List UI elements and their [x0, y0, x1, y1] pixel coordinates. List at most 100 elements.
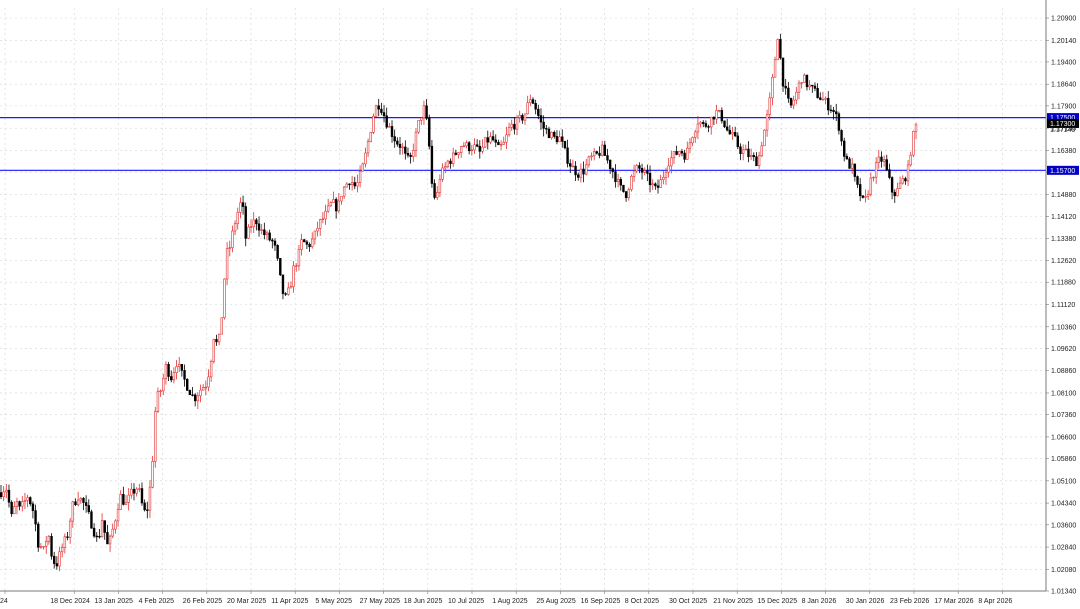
candle-body — [422, 105, 426, 119]
y-tick-label: 1.08860 — [1051, 368, 1076, 375]
candle-body — [752, 155, 755, 158]
x-tick-label: 21 Nov 2025 — [713, 598, 753, 605]
candle-body — [18, 501, 21, 507]
candle-body — [329, 202, 333, 207]
horizontal-lines[interactable] — [0, 117, 1046, 171]
candle-body — [318, 219, 322, 229]
x-tick-label: 15 Dec 2025 — [757, 598, 797, 605]
candle-body — [10, 501, 13, 515]
candle-body — [864, 196, 867, 198]
candle-body — [494, 139, 497, 143]
candle-body — [813, 85, 817, 89]
candle-body — [199, 389, 202, 397]
candle-body — [140, 488, 144, 504]
candle-body — [127, 494, 130, 503]
candle-body — [898, 182, 902, 189]
y-axis-labels: 1.20900 1.20140 1.19400 1.18640 1.17900 1.171… — [1051, 16, 1076, 596]
candle-body — [632, 170, 636, 177]
candle-body — [866, 193, 870, 197]
candle-body — [521, 115, 524, 121]
candle-body — [66, 536, 69, 538]
candle-body — [164, 364, 168, 379]
candle-body — [2, 491, 5, 498]
candle-body — [45, 541, 48, 547]
candle-body — [252, 219, 255, 227]
candle-body — [364, 152, 367, 165]
candle-body — [271, 239, 274, 242]
candle-body — [856, 176, 859, 185]
x-tick-label: 16 Sep 2025 — [581, 598, 621, 605]
y-tick-label: 1.07360 — [1051, 412, 1076, 419]
y-tick-label: 1.11120 — [1051, 302, 1075, 309]
candle-body — [204, 386, 208, 389]
candle-body — [603, 144, 607, 156]
candle-body — [683, 152, 686, 160]
candle-body — [481, 146, 484, 152]
y-tick-label: 1.10360 — [1051, 324, 1076, 331]
candle-body — [249, 226, 253, 228]
candle-body — [643, 170, 646, 173]
candle-body — [497, 141, 500, 146]
candle-body — [406, 153, 410, 156]
candle-body — [614, 171, 617, 183]
candle-body — [837, 113, 841, 131]
candle-body — [441, 167, 444, 180]
x-tick-label: 20 Mar 2025 — [227, 598, 266, 605]
candle-body — [34, 510, 37, 525]
candle-body — [148, 486, 152, 511]
candle-body — [731, 132, 734, 135]
candle-body — [63, 536, 67, 548]
candle-body — [390, 126, 394, 137]
candle-body — [462, 145, 466, 147]
candle-body — [31, 503, 35, 511]
candle-body — [106, 532, 109, 545]
candle-body — [906, 164, 910, 182]
candle-body — [143, 502, 146, 511]
candle-body — [691, 137, 694, 144]
candle-body — [366, 141, 370, 154]
candle-body — [699, 122, 702, 125]
candle-body — [154, 411, 157, 462]
x-tick-label: 27 May 2025 — [360, 598, 401, 605]
candle-body — [558, 136, 561, 143]
x-tick-label: 8 Apr 2026 — [978, 598, 1012, 605]
candle-body — [305, 241, 309, 245]
candle-body — [590, 155, 593, 158]
candle-body — [326, 205, 330, 212]
candle-body — [316, 227, 319, 232]
candle-body — [39, 546, 43, 548]
candle-body — [638, 165, 641, 169]
candle-body — [337, 200, 341, 212]
candle-body — [627, 189, 630, 198]
candle-body — [92, 527, 96, 537]
candle-body — [297, 249, 301, 267]
candle-body — [159, 390, 162, 392]
y-tick-label: 1.19400 — [1051, 59, 1076, 66]
candle-body — [374, 105, 378, 117]
candle-body — [651, 183, 654, 186]
candle-body — [207, 376, 210, 388]
y-tick-label: 1.01340 — [1051, 589, 1076, 596]
candle-body — [819, 97, 822, 100]
candle-body — [201, 387, 205, 391]
x-tick-label: 4 Feb 2025 — [139, 598, 175, 605]
candle-body — [358, 170, 362, 183]
candle-body — [188, 389, 192, 396]
candle-body — [534, 103, 537, 110]
candle-body — [401, 146, 404, 149]
candle-body — [475, 144, 479, 147]
candle-body — [741, 149, 745, 154]
candle-body — [800, 82, 803, 84]
candle-body — [646, 170, 649, 174]
candle-body — [896, 188, 899, 197]
candle-body — [577, 174, 580, 178]
candle-body — [765, 114, 769, 131]
candle-body — [348, 183, 351, 186]
candle-body — [295, 265, 298, 267]
candle-body — [220, 317, 223, 335]
y-tick-label: 1.20900 — [1051, 16, 1076, 23]
candle-body — [124, 502, 128, 505]
x-tick-label: 18 Jun 2025 — [404, 598, 443, 605]
candle-body — [662, 176, 665, 181]
